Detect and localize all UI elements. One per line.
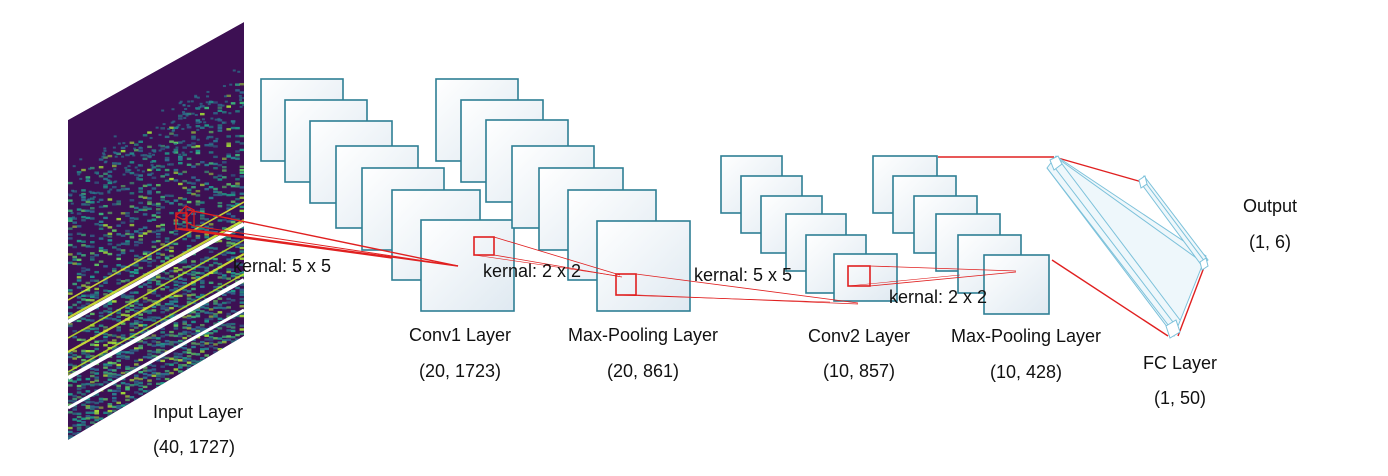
- pool1-layer-name: Max-Pooling Layer: [567, 325, 719, 345]
- conv2-layer-shape: (10, 857): [822, 361, 896, 381]
- pool2-feature-maps: [872, 155, 1050, 315]
- input-layer-shape: (40, 1727): [153, 437, 236, 457]
- pool2-layer-name: Max-Pooling Layer: [950, 326, 1102, 346]
- input-layer-name: Input Layer: [153, 402, 244, 422]
- pool2-kernel-projection: [847, 265, 1017, 287]
- input-spectrogram: [68, 22, 244, 440]
- conv1-layer-shape: (20, 1723): [418, 361, 502, 381]
- conv1-feature-maps: [260, 78, 515, 312]
- conv1-kernel-label: kernal: 5 x 5: [233, 256, 332, 276]
- conv2-feature-maps: [720, 155, 898, 302]
- fc-connections: [938, 156, 1207, 337]
- fc-layer-name: FC Layer: [1142, 353, 1218, 373]
- pool2-layer-shape: (10, 428): [989, 362, 1063, 382]
- pool2-feature-map: [983, 254, 1050, 315]
- output-layer-bar: [1138, 175, 1209, 271]
- conv1-kernel-projection: [174, 205, 459, 267]
- conv2-layer-name: Conv2 Layer: [807, 326, 911, 346]
- pool1-feature-maps: [435, 78, 691, 312]
- conv2-feature-map: [833, 253, 898, 302]
- conv2-kernel-label: kernal: 5 x 5: [694, 265, 793, 285]
- fc-layer-shape: (1, 50): [1153, 388, 1207, 408]
- conv2-kernel-projection: [615, 273, 859, 305]
- pool1-layer-shape: (20, 861): [606, 361, 680, 381]
- pool2-kernel-label: kernal: 2 x 2: [889, 287, 988, 307]
- conv1-feature-map: [420, 219, 515, 312]
- output-layer-name: Output: [1242, 196, 1298, 216]
- conv1-layer-name: Conv1 Layer: [408, 325, 512, 345]
- output-layer-shape: (1, 6): [1248, 232, 1292, 252]
- fc-layer-bar: [1046, 155, 1207, 339]
- pool1-kernel-label: kernal: 2 x 2: [483, 261, 582, 281]
- pool1-kernel-projection: [473, 236, 623, 278]
- pool1-feature-map: [596, 220, 691, 312]
